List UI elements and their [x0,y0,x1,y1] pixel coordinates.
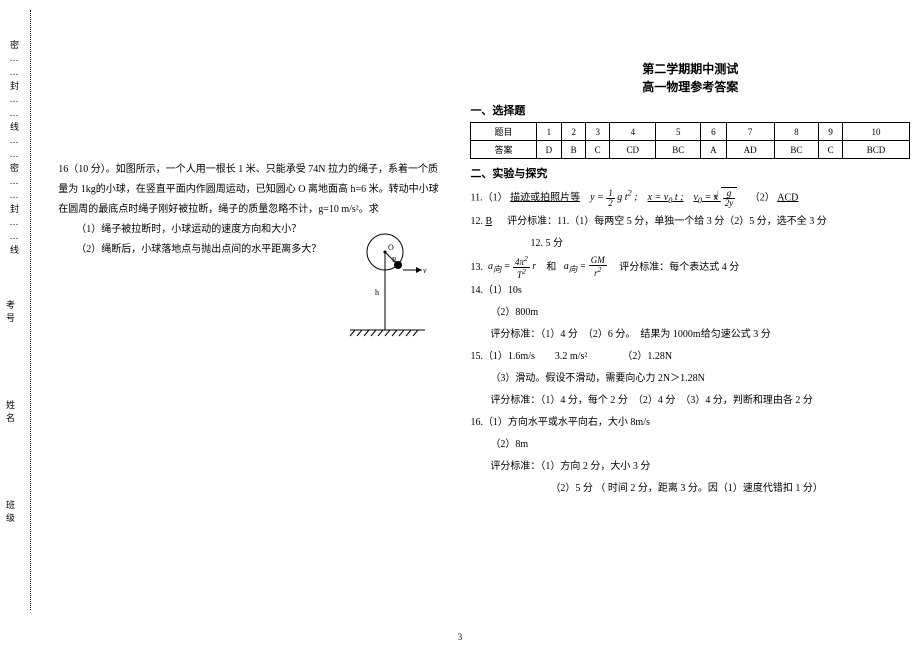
ans-14b: （2）800m [470,302,910,324]
table-cell: 7 [726,123,774,141]
ans-13: 13. a向 = 4π2T2 r 和 a向 = GMr2 评分标准：每个表达式 … [470,255,910,280]
ans-16b: （2）8m [470,434,910,456]
ans-14a: 14.（1）10s [470,280,910,302]
exam-title-2: 高一物理参考答案 [470,78,910,96]
ans-12: 12. B 评分标准：11.（1）每两空 5 分，单独一个给 3 分（2）5 分… [470,211,910,233]
table-cell: D [536,141,562,159]
table-cell: B [562,141,586,159]
formula-x: x = v0 t ; [648,192,684,203]
table-cell: 5 [656,123,701,141]
formula-v0: v0 = x g2y [693,192,737,203]
table-cell: 题目 [471,123,536,141]
table-cell: CD [610,141,656,159]
ans-11-blank: 描迹或拍照片等 [510,192,580,203]
page: 密……封……线……密……封……线 班级 姓名 考号 16（10 分）。如图所示，… [0,0,920,620]
ans-13-label: 13. [470,261,483,272]
right-column: 第二学期期中测试 高一物理参考答案 一、选择题 题目 1 2 3 4 5 6 7… [460,0,920,620]
ans-12c: 12. 5 分 [470,233,910,255]
ans-13-and: 和 [546,261,556,272]
ans-12-criteria: 评分标准：11.（1）每两空 5 分，单独一个给 3 分（2）5 分，选不全 3… [507,216,827,227]
table-cell: AD [726,141,774,159]
ans-14c: 评分标准：（1）4 分 （2）6 分。 结果为 1000m给匀速公式 3 分 [470,324,910,346]
ans-16c: 评分标准：（1）方向 2 分，大小 3 分 [470,456,910,478]
ans-15c: 评分标准：（1）4 分，每个 2 分 （2）4 分 （3）4 分，判断和理由各 … [470,390,910,412]
formula-a1: a向 = 4π2T2 r [488,261,536,272]
table-cell: 8 [774,123,819,141]
table-cell: 2 [562,123,586,141]
page-number: 3 [458,632,463,642]
binding-dotted-line [30,10,31,610]
ans-16a: 16.（1）方向水平或水平向右，大小 8m/s [470,412,910,434]
formula-y: y = 12 g t2 ; [590,192,637,203]
binding-margin: 密……封……线……密……封……线 班级 姓名 考号 [0,0,38,620]
table-cell: 6 [700,123,726,141]
ans-12-blank: B [485,216,492,227]
binding-label-class: 班级 [4,500,17,526]
table-cell: A [700,141,726,159]
table-cell: 1 [536,123,562,141]
ans-11-2-blank: ACD [777,192,798,203]
table-row: 题目 1 2 3 4 5 6 7 8 9 10 [471,123,910,141]
table-cell: 4 [610,123,656,141]
left-column: 16（10 分）。如图所示，一个人用一根长 1 米、只能承受 74N 拉力的绳子… [38,0,460,620]
ans-11-2-label: （2） [750,192,775,203]
table-cell: BCD [843,141,910,159]
ans-15a: 15.（1）1.6m/s 3.2 m/s² （2）1.28N [470,346,910,368]
svg-text:v: v [423,266,427,275]
table-cell: 3 [586,123,610,141]
table-cell: 答案 [471,141,536,159]
answer-table: 题目 1 2 3 4 5 6 7 8 9 10 答案 D B C CD BC A… [470,122,910,159]
table-cell: 10 [843,123,910,141]
table-cell: C [819,141,843,159]
binding-label-id: 考号 [4,300,17,326]
section-1-heading: 一、选择题 [470,102,910,118]
exam-title-1: 第二学期期中测试 [470,60,910,78]
q16-stem: 16（10 分）。如图所示，一个人用一根长 1 米、只能承受 74N 拉力的绳子… [58,160,440,220]
ans-11: 11.（1） 描迹或拍照片等 y = 12 g t2 ; x = v0 t ; … [470,185,910,211]
formula-a2: a向 = GMr2 [564,261,607,272]
ans-16d: （2）5 分 （ 时间 2 分，距离 3 分。因（1）速度代错扣 1 分） [470,478,910,500]
ans-13-criteria: 评分标准：每个表达式 4 分 [619,261,739,272]
table-cell: BC [656,141,701,159]
binding-label-name: 姓名 [4,400,17,426]
table-row: 答案 D B C CD BC A AD BC C BCD [471,141,910,159]
ans-15b: （3）滑动。假设不滑动，需要向心力 2N＞1.28N [470,368,910,390]
circle-motion-diagram: O R h v [310,230,430,350]
section-2-heading: 二、实验与探究 [470,165,910,181]
svg-text:h: h [375,288,379,297]
svg-text:R: R [392,256,397,264]
table-cell: C [586,141,610,159]
svg-text:O: O [388,243,394,252]
ans-12-label: 12. [470,216,483,227]
binding-mark-top: 密……封……线……密……封……线 [8,40,21,258]
table-cell: BC [774,141,819,159]
table-cell: 9 [819,123,843,141]
ans-11-label: 11.（1） [470,192,507,203]
